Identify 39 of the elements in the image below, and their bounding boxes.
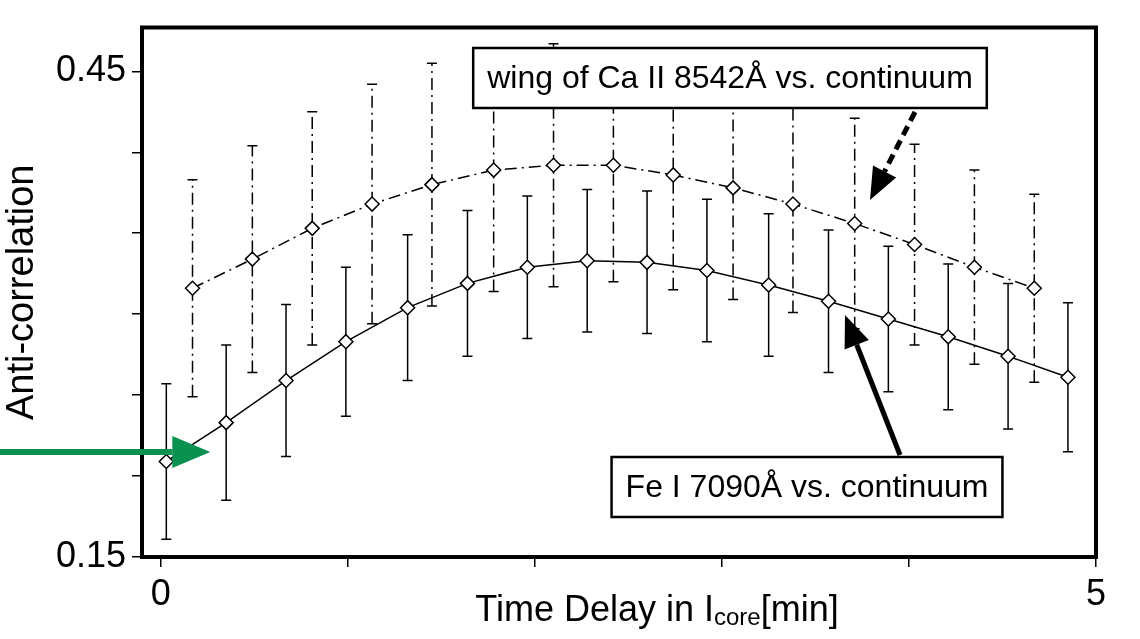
point bbox=[1060, 369, 1076, 386]
point bbox=[1000, 348, 1016, 364]
point bbox=[244, 251, 261, 267]
x-axis-title: Time Delay in I$_{core}$[min] bbox=[475, 588, 839, 631]
annotation: Fe I 7090Å vs. continuum bbox=[625, 467, 989, 504]
point bbox=[304, 220, 320, 237]
point bbox=[725, 180, 741, 196]
point bbox=[424, 176, 440, 193]
point bbox=[639, 254, 655, 271]
x-tick-label: 0 bbox=[150, 571, 171, 613]
point bbox=[820, 293, 837, 309]
point bbox=[338, 333, 354, 350]
point bbox=[880, 311, 897, 327]
annotation: wing of Ca II 8542Å vs. continuum bbox=[486, 58, 973, 95]
point bbox=[579, 252, 595, 269]
point bbox=[399, 299, 416, 316]
point bbox=[184, 280, 201, 296]
point bbox=[785, 196, 801, 212]
point bbox=[218, 414, 234, 431]
point bbox=[699, 262, 715, 279]
point bbox=[364, 196, 380, 212]
y-tick-label: 0.45 bbox=[55, 48, 126, 90]
point bbox=[519, 259, 536, 275]
point bbox=[158, 453, 175, 470]
point bbox=[906, 236, 923, 253]
point bbox=[966, 259, 983, 275]
y-tick-label: 0.15 bbox=[55, 533, 126, 575]
point bbox=[846, 215, 863, 232]
point bbox=[485, 162, 502, 178]
point bbox=[760, 277, 777, 293]
x-tick-label: 5 bbox=[1085, 571, 1107, 613]
point bbox=[1026, 280, 1043, 296]
point bbox=[665, 167, 681, 183]
y-axis-title: Anti-correlation bbox=[0, 164, 42, 421]
point bbox=[605, 157, 622, 173]
point bbox=[278, 372, 294, 389]
point bbox=[459, 275, 476, 292]
point bbox=[545, 157, 562, 173]
point bbox=[940, 329, 956, 345]
